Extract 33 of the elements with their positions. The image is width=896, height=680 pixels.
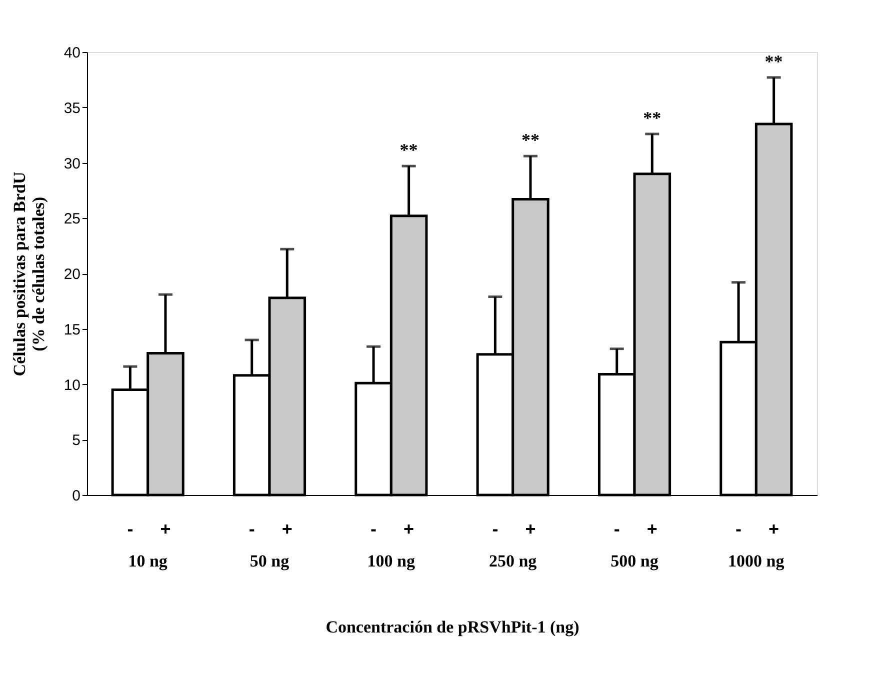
text: - — [736, 519, 742, 539]
series-label: + — [160, 519, 171, 539]
y-axis-title: Células positivas para BrdU (% de células totales) — [10, 172, 48, 376]
text: + — [768, 519, 780, 539]
y-tick-label: 35 — [64, 100, 80, 117]
text: + — [525, 519, 536, 539]
text: + — [646, 519, 658, 539]
y-tick-label: 30 — [64, 155, 80, 172]
y-tick-label: 25 — [64, 210, 80, 228]
text: + — [282, 519, 292, 539]
y-tick-label: 10 — [64, 376, 80, 394]
x-axis-title: Concentración de pRSVhPit-1 (ng) — [326, 618, 580, 636]
series-label: - — [127, 519, 134, 539]
text: - — [614, 519, 620, 539]
y-tick-label: 20 — [64, 266, 80, 283]
x-tick-label: 250 ng — [488, 552, 538, 570]
text: - — [492, 519, 498, 539]
text: - — [248, 519, 255, 539]
y-tick-label: 5 — [72, 432, 80, 450]
x-tick-label: 1000 ng — [728, 552, 785, 570]
data-label: ** — [521, 130, 540, 150]
y-tick-label: 15 — [64, 321, 80, 338]
x-tick-label: 10 ng — [128, 552, 168, 570]
y-tick-label: 40 — [64, 44, 80, 62]
text: + — [404, 519, 414, 539]
x-tick-label: 500 ng — [610, 552, 659, 570]
data-label: ** — [400, 140, 418, 160]
x-tick-label: 50 ng — [250, 552, 290, 570]
data-label: ** — [643, 108, 662, 128]
x-tick-label: 100 ng — [367, 552, 416, 570]
data-label: ** — [764, 51, 783, 72]
y-tick-label: 0 — [72, 488, 80, 504]
text: - — [370, 519, 377, 539]
